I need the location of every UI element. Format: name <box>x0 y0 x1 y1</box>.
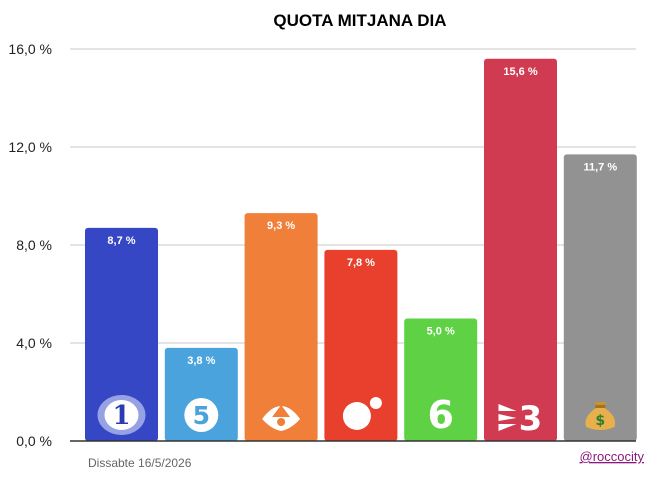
bar <box>244 213 318 441</box>
bar <box>563 154 637 441</box>
svg-text:3: 3 <box>519 399 543 439</box>
telecinco-icon: 5 <box>184 398 219 432</box>
svg-text:6: 6 <box>427 393 453 437</box>
bar-value-label: 11,7 % <box>583 161 617 173</box>
chart-title: QUOTA MITJANA DIA <box>273 11 446 30</box>
y-tick-label: 8,0 % <box>16 237 52 253</box>
svg-text:$: $ <box>595 413 605 429</box>
money-bag-icon: $ <box>585 402 616 430</box>
bar-value-label: 3,8 % <box>187 355 215 367</box>
y-tick-label: 12,0 % <box>8 139 52 155</box>
footer-handle: @roccocity <box>580 449 645 464</box>
footer-date: Dissabte 16/5/2026 <box>88 456 192 470</box>
y-axis-ticks: 0,0 % 4,0 % 8,0 % 12,0 % 16,0 % <box>8 41 52 449</box>
bars <box>85 58 637 442</box>
la1-icon: 1 <box>97 395 146 435</box>
bar-value-label: 9,3 % <box>267 220 295 232</box>
antena3-icon <box>262 405 301 431</box>
lasexta-icon: 6 <box>427 393 453 437</box>
bar <box>85 227 158 441</box>
bar <box>324 249 398 441</box>
y-tick-label: 16,0 % <box>8 41 52 57</box>
bar <box>164 347 238 441</box>
channel-icons: 1 5 6 3 $ <box>97 393 616 439</box>
bar-value-label: 15,6 % <box>503 66 537 78</box>
cuatro-icon <box>342 397 382 430</box>
bar-value-label: 5,0 % <box>427 326 455 338</box>
bar <box>484 58 557 442</box>
bar-value-label: 7,8 % <box>347 257 375 269</box>
svg-text:5: 5 <box>193 401 210 430</box>
svg-text:1: 1 <box>112 401 130 431</box>
y-tick-label: 4,0 % <box>16 335 52 351</box>
y-tick-label: 0,0 % <box>16 433 52 449</box>
tv3-icon: 3 <box>498 399 543 439</box>
bar-value-label: 8,7 % <box>107 235 135 247</box>
bar <box>404 318 478 441</box>
value-labels: 8,7 % 3,8 % 9,3 % 7,8 % 5,0 % 15,6 % 11,7 % <box>107 66 617 367</box>
